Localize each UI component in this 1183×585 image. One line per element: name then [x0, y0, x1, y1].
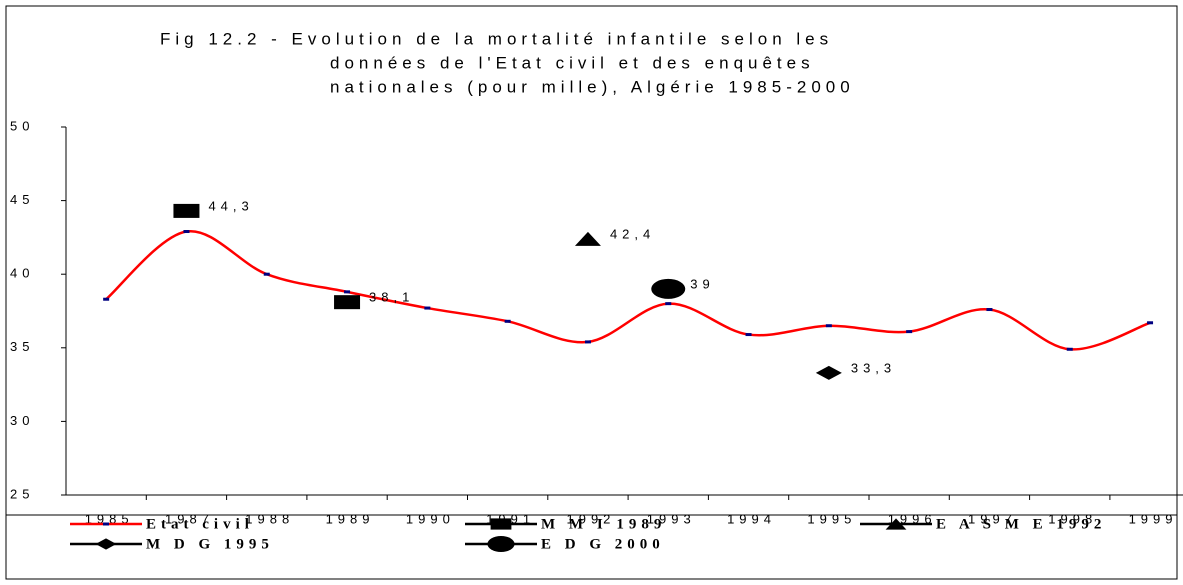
- point: [103, 297, 110, 301]
- y-tick-label: 50: [10, 118, 34, 133]
- line: [105, 230, 1151, 351]
- y-tick-label: 30: [10, 413, 34, 428]
- point: [263, 272, 270, 276]
- x-tick-label: 1990: [406, 511, 455, 526]
- x-tick-label: 1985: [85, 511, 134, 526]
- legend-label: E A S M E 1992: [936, 516, 1106, 532]
- data-label: 38,1: [369, 290, 414, 305]
- data-label: 33,3: [851, 360, 896, 375]
- title-line: données de l'Etat civil et des enquêtes: [330, 53, 815, 72]
- legend-marker: [95, 538, 117, 550]
- point: [1147, 321, 1154, 325]
- legend-label: M D G 1995: [146, 536, 274, 552]
- point: [665, 302, 672, 306]
- point: [424, 306, 431, 310]
- x-tick-label: 1997: [968, 511, 1017, 526]
- data-label: 42,4: [610, 226, 655, 241]
- point: [745, 333, 752, 337]
- point: [815, 365, 842, 380]
- point: [584, 340, 591, 344]
- x-tick-label: 1994: [727, 511, 776, 526]
- point: [574, 231, 601, 246]
- point: [173, 203, 200, 218]
- x-tick-label: 1988: [245, 511, 294, 526]
- legend-marker: [885, 518, 907, 530]
- point: [1066, 347, 1073, 351]
- title-line: nationales (pour mille), Algérie 1985-20…: [330, 77, 855, 96]
- point: [825, 324, 832, 328]
- point: [183, 230, 190, 234]
- y-tick-label: 40: [10, 266, 34, 281]
- legend-marker: [487, 536, 515, 552]
- y-tick-label: 25: [10, 486, 34, 501]
- x-tick-label: 1993: [647, 511, 696, 526]
- x-tick-label: 1999: [1129, 511, 1178, 526]
- x-tick-label: 1989: [326, 511, 375, 526]
- point: [344, 290, 351, 294]
- legend-label: E D G 2000: [541, 536, 665, 552]
- point: [334, 295, 361, 310]
- frame: [5, 5, 1178, 580]
- x-tick-label: 1987: [165, 511, 214, 526]
- title-line: Fig 12.2 - Evolution de la mortalité inf…: [160, 29, 833, 48]
- point: [906, 330, 913, 334]
- legend-label: Etat civil: [146, 516, 254, 532]
- legend-marker: [490, 518, 512, 530]
- y-tick-label: 35: [10, 339, 34, 354]
- x-tick-label: 1992: [566, 511, 615, 526]
- x-tick-label: 1998: [1048, 511, 1097, 526]
- legend-marker: [103, 522, 109, 526]
- data-label: 39: [690, 276, 714, 291]
- point: [504, 319, 511, 323]
- point: [986, 308, 993, 312]
- y-tick-label: 45: [10, 192, 34, 207]
- data-label: 44,3: [208, 198, 253, 213]
- x-tick-label: 1995: [807, 511, 856, 526]
- point: [651, 278, 686, 299]
- legend-label: M M I 1989: [541, 516, 666, 532]
